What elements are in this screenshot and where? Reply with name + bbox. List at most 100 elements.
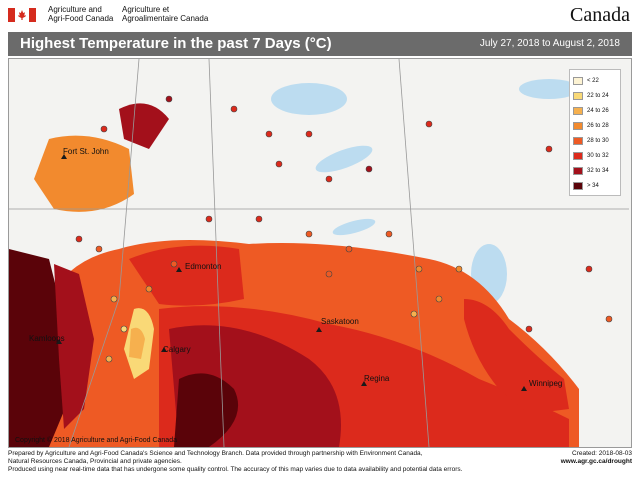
great-bear-lake bbox=[271, 83, 347, 115]
city-label-kamloops: Kamloops bbox=[29, 334, 65, 343]
station-point bbox=[525, 325, 533, 333]
hudson-bay-inlet bbox=[519, 79, 579, 99]
station-point bbox=[275, 160, 283, 168]
canada-flag-icon bbox=[8, 8, 36, 22]
created-date: Created: 2018-08-03 bbox=[572, 450, 632, 457]
heat-region-32-34-bc bbox=[54, 264, 94, 429]
sask-manitoba-border bbox=[398, 59, 430, 447]
legend-swatch bbox=[573, 166, 583, 175]
heat-region-30-32-north bbox=[129, 245, 244, 306]
legend-swatch bbox=[573, 181, 583, 190]
legend-swatch bbox=[573, 121, 583, 130]
legend-label: < 22 bbox=[587, 77, 599, 84]
station-points bbox=[75, 95, 613, 363]
city-marker-calgary bbox=[161, 347, 167, 352]
legend-item: 32 to 34 bbox=[573, 163, 617, 178]
map-title: Highest Temperature in the past 7 Days (… bbox=[20, 35, 332, 52]
station-point bbox=[255, 215, 263, 223]
station-point bbox=[325, 175, 333, 183]
station-point bbox=[545, 145, 553, 153]
footer-line-3: Produced using near real-time data that … bbox=[8, 466, 463, 473]
legend-swatch bbox=[573, 151, 583, 160]
footer: Prepared by Agriculture and Agri-Food Ca… bbox=[8, 450, 632, 480]
canada-wordmark: Canada bbox=[570, 4, 630, 26]
station-point bbox=[75, 235, 83, 243]
footer-credits: Prepared by Agriculture and Agri-Food Ca… bbox=[8, 450, 528, 474]
legend-swatch bbox=[573, 106, 583, 115]
legend-item: 30 to 32 bbox=[573, 148, 617, 163]
city-marker-kamloops bbox=[56, 339, 62, 344]
station-point bbox=[170, 260, 178, 268]
legend: < 22 22 to 24 24 to 26 26 to 28 28 to 30 30 t… bbox=[569, 69, 621, 196]
alberta-sask-border bbox=[208, 59, 225, 447]
city-labels: Fort St. John Edmonton Kamloops Calgary … bbox=[29, 147, 562, 388]
heat-region-24-26-rockies bbox=[129, 327, 145, 359]
heat-region-32-34-nwt bbox=[119, 103, 169, 149]
legend-item: 26 to 28 bbox=[573, 118, 617, 133]
department-name-fr: Agriculture et Agroalimentaire Canada bbox=[122, 5, 209, 23]
city-marker-winnipeg bbox=[521, 386, 527, 391]
station-point bbox=[365, 165, 373, 173]
legend-swatch bbox=[573, 76, 583, 85]
footer-line-2: Natural Resources Canada, Provincial and… bbox=[8, 458, 182, 465]
legend-label: 28 to 30 bbox=[587, 137, 609, 144]
station-point bbox=[110, 295, 118, 303]
header: Agriculture and Agri-Food Canada Agricul… bbox=[0, 0, 640, 32]
station-point bbox=[100, 125, 108, 133]
station-point bbox=[325, 270, 333, 278]
legend-label: > 34 bbox=[587, 182, 599, 189]
city-marker-saskatoon bbox=[316, 327, 322, 332]
station-point bbox=[165, 95, 173, 103]
legend-label: 30 to 32 bbox=[587, 152, 609, 159]
legend-swatch bbox=[573, 91, 583, 100]
station-point bbox=[95, 245, 103, 253]
station-point bbox=[230, 105, 238, 113]
heat-region-over-34-bc bbox=[9, 249, 69, 447]
station-point bbox=[605, 315, 613, 323]
station-point bbox=[455, 265, 463, 273]
heat-region-26-28-north-bc bbox=[34, 135, 134, 212]
station-point bbox=[410, 310, 418, 318]
bc-alberta-border bbox=[68, 59, 140, 447]
lake-athabasca bbox=[332, 218, 376, 236]
station-point bbox=[585, 265, 593, 273]
station-point bbox=[305, 130, 313, 138]
station-point bbox=[265, 130, 273, 138]
province-borders bbox=[9, 59, 629, 447]
department-name-en: Agriculture and Agri-Food Canada bbox=[48, 5, 114, 23]
city-markers bbox=[56, 154, 527, 391]
date-range: July 27, 2018 to August 2, 2018 bbox=[479, 38, 620, 49]
station-point bbox=[345, 245, 353, 253]
legend-label: 24 to 26 bbox=[587, 107, 609, 114]
station-point bbox=[415, 265, 423, 273]
legend-item: 24 to 26 bbox=[573, 103, 617, 118]
footer-meta: Created: 2018-08-03 www.agr.gc.ca/drough… bbox=[561, 450, 632, 466]
legend-item: < 22 bbox=[573, 73, 617, 88]
city-marker-fort-st-john bbox=[61, 154, 67, 159]
map-panel: Fort St. John Edmonton Kamloops Calgary … bbox=[8, 58, 632, 448]
station-point bbox=[305, 230, 313, 238]
copyright-notice: Copyright © 2018 Agriculture and Agri-Fo… bbox=[15, 437, 177, 444]
station-point bbox=[120, 325, 128, 333]
drought-url-link[interactable]: www.agr.gc.ca/drought bbox=[560, 458, 632, 465]
station-point bbox=[385, 230, 393, 238]
legend-swatch bbox=[573, 136, 583, 145]
city-label-fort-st-john: Fort St. John bbox=[63, 147, 109, 156]
title-bar: Highest Temperature in the past 7 Days (… bbox=[8, 32, 632, 56]
legend-label: 32 to 34 bbox=[587, 167, 609, 174]
city-marker-regina bbox=[361, 381, 367, 386]
heat-region-30-32-manitoba bbox=[464, 299, 569, 414]
legend-label: 22 to 24 bbox=[587, 92, 609, 99]
city-label-saskatoon: Saskatoon bbox=[321, 317, 359, 326]
station-point bbox=[425, 120, 433, 128]
city-label-regina: Regina bbox=[364, 374, 390, 383]
city-marker-edmonton bbox=[176, 267, 182, 272]
legend-label: 26 to 28 bbox=[587, 122, 609, 129]
great-slave-lake bbox=[315, 145, 373, 173]
city-label-edmonton: Edmonton bbox=[185, 262, 221, 271]
legend-item: 22 to 24 bbox=[573, 88, 617, 103]
station-point bbox=[105, 355, 113, 363]
footer-line-1: Prepared by Agriculture and Agri-Food Ca… bbox=[8, 450, 423, 457]
city-label-calgary: Calgary bbox=[163, 345, 191, 354]
legend-item: > 34 bbox=[573, 178, 617, 193]
